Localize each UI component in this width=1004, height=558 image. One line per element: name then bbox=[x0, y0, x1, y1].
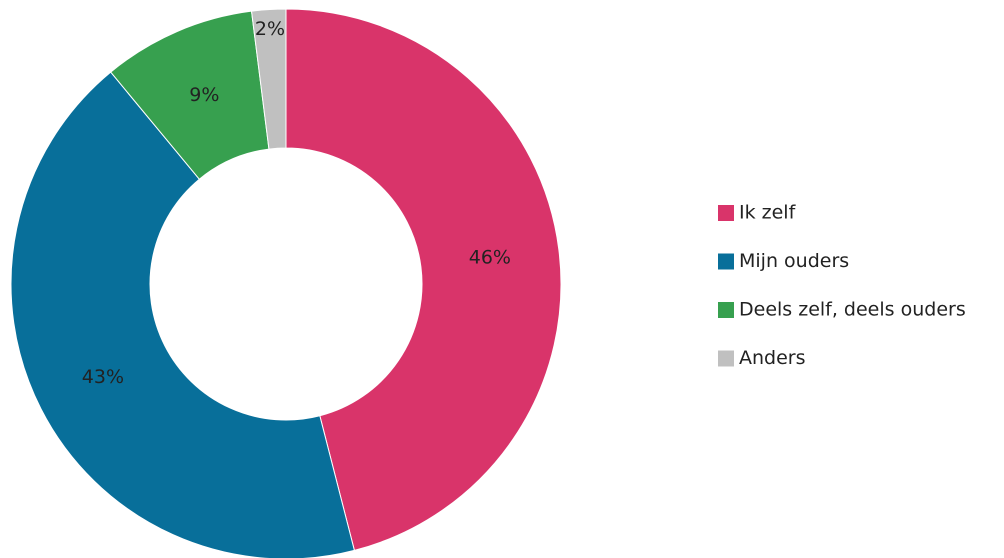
legend-swatch bbox=[718, 302, 734, 318]
data-label: 43% bbox=[82, 366, 124, 388]
data-label: 46% bbox=[469, 247, 511, 269]
data-label: 9% bbox=[189, 84, 219, 106]
slice bbox=[285, 8, 562, 551]
legend-label: Anders bbox=[739, 347, 806, 369]
legend-label: Ik zelf bbox=[739, 202, 797, 224]
slice bbox=[10, 71, 355, 558]
legend-label: Deels zelf, deels ouders bbox=[739, 299, 966, 321]
legend-swatch bbox=[718, 350, 734, 367]
slice bbox=[250, 8, 287, 150]
legend-label: Mijn ouders bbox=[739, 250, 849, 272]
legend-swatch bbox=[718, 205, 734, 221]
data-label: 2% bbox=[255, 18, 285, 40]
legend-swatch bbox=[718, 253, 734, 270]
